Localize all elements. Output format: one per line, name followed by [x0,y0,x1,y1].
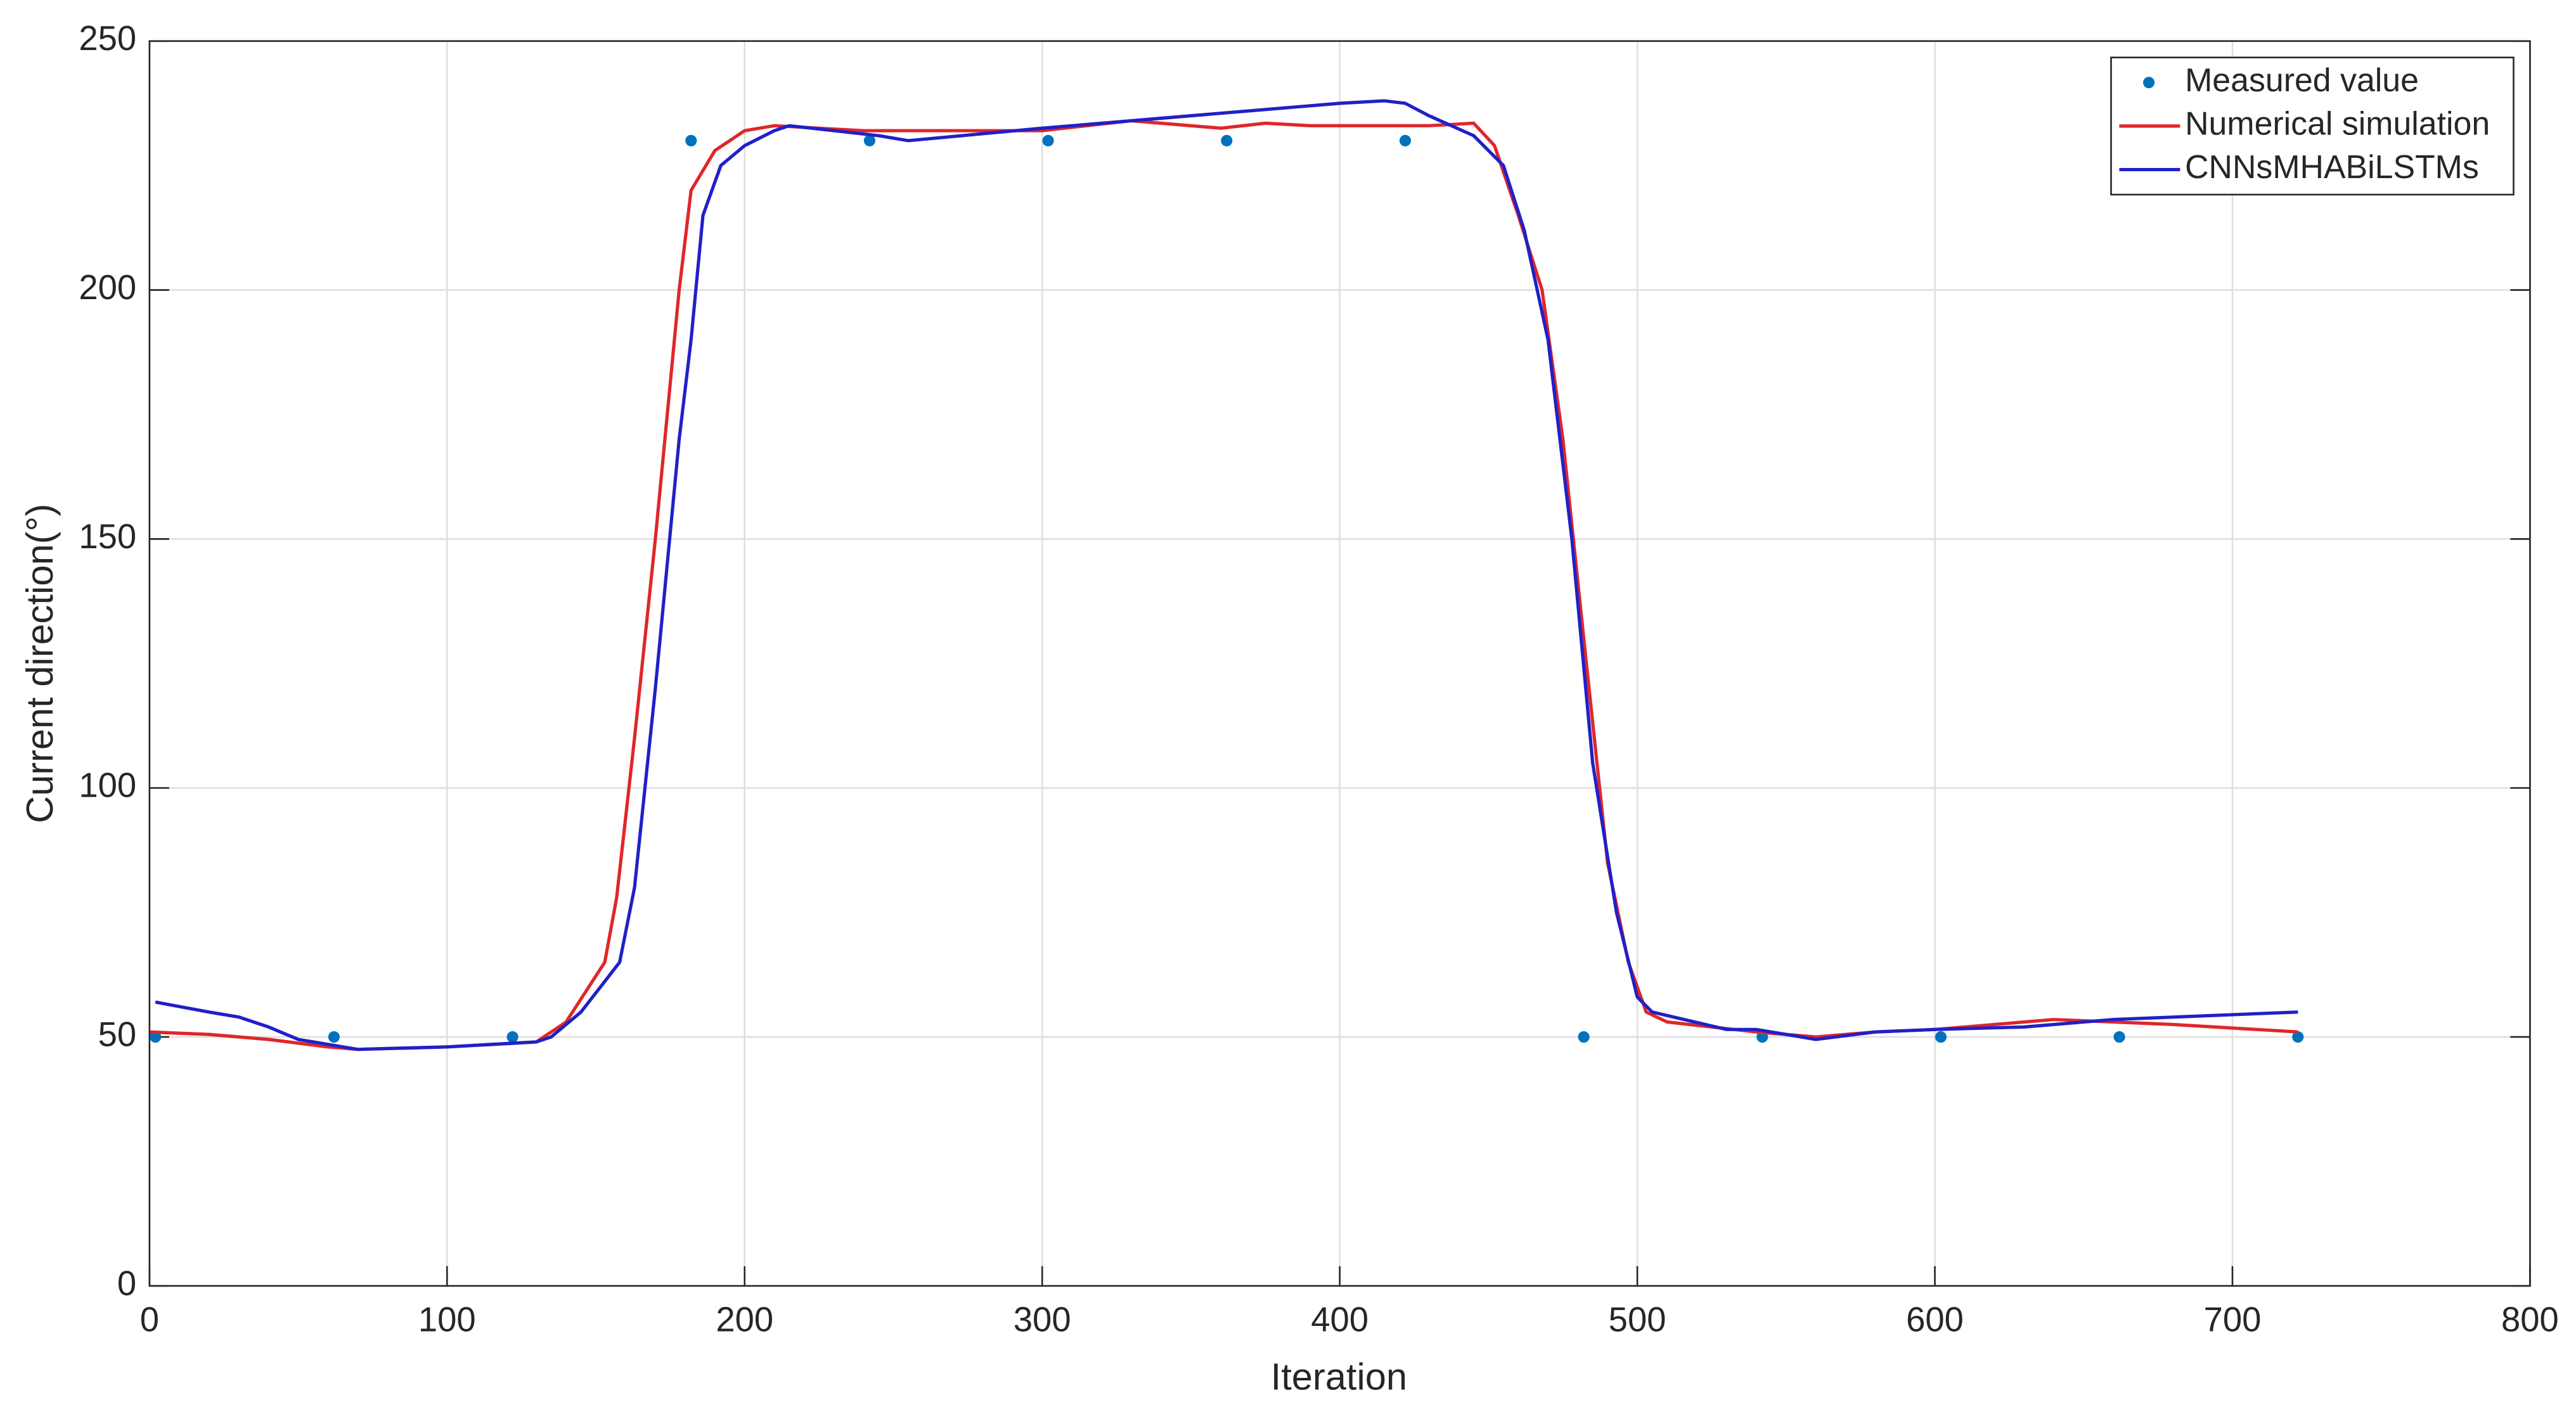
x-tick-label: 600 [1906,1300,1964,1339]
x-tick-label: 100 [418,1300,476,1339]
y-tick-label: 200 [79,268,136,307]
legend: Measured value Numerical simulation CNNsMH… [2110,56,2515,196]
measured-point [685,134,697,146]
measured-point [506,1031,518,1043]
y-tick-label: 150 [79,517,136,556]
x-tick-label: 300 [1014,1300,1071,1339]
legend-marker [2143,77,2155,89]
x-tick-label: 500 [1609,1300,1666,1339]
measured-point [1221,134,1233,146]
legend-label: Numerical simulation [2185,105,2490,142]
x-tick-label: 700 [2204,1300,2262,1339]
measured-point [1935,1031,1947,1043]
measured-point [1578,1031,1590,1043]
axes-box [148,40,2531,1287]
x-axis-label: Iteration [1271,1355,1407,1398]
y-axis-label: Current direction(°) [18,504,61,823]
measured-point [2113,1031,2125,1043]
x-tick-label: 0 [140,1300,159,1339]
plot [149,99,2304,1051]
x-tick-label: 200 [716,1300,773,1339]
measured-point [1399,134,1411,146]
y-tick-label: 50 [98,1015,137,1053]
measured-point [1042,134,1054,146]
measured-point [863,134,875,146]
x-tick-label: 400 [1311,1300,1368,1339]
measured-point [328,1031,340,1043]
y-tick-label: 0 [117,1264,136,1302]
y-tick-label: 250 [79,19,136,58]
series-line [149,119,2298,1051]
x-tick-label: 800 [2501,1300,2559,1339]
y-tick-label: 100 [79,766,136,805]
series-line [155,99,2298,1051]
legend-label: CNNsMHABiLSTMs [2185,148,2479,185]
legend-label: Measured value [2185,61,2419,98]
measured-point [2292,1031,2304,1043]
measured-point [150,1031,162,1043]
